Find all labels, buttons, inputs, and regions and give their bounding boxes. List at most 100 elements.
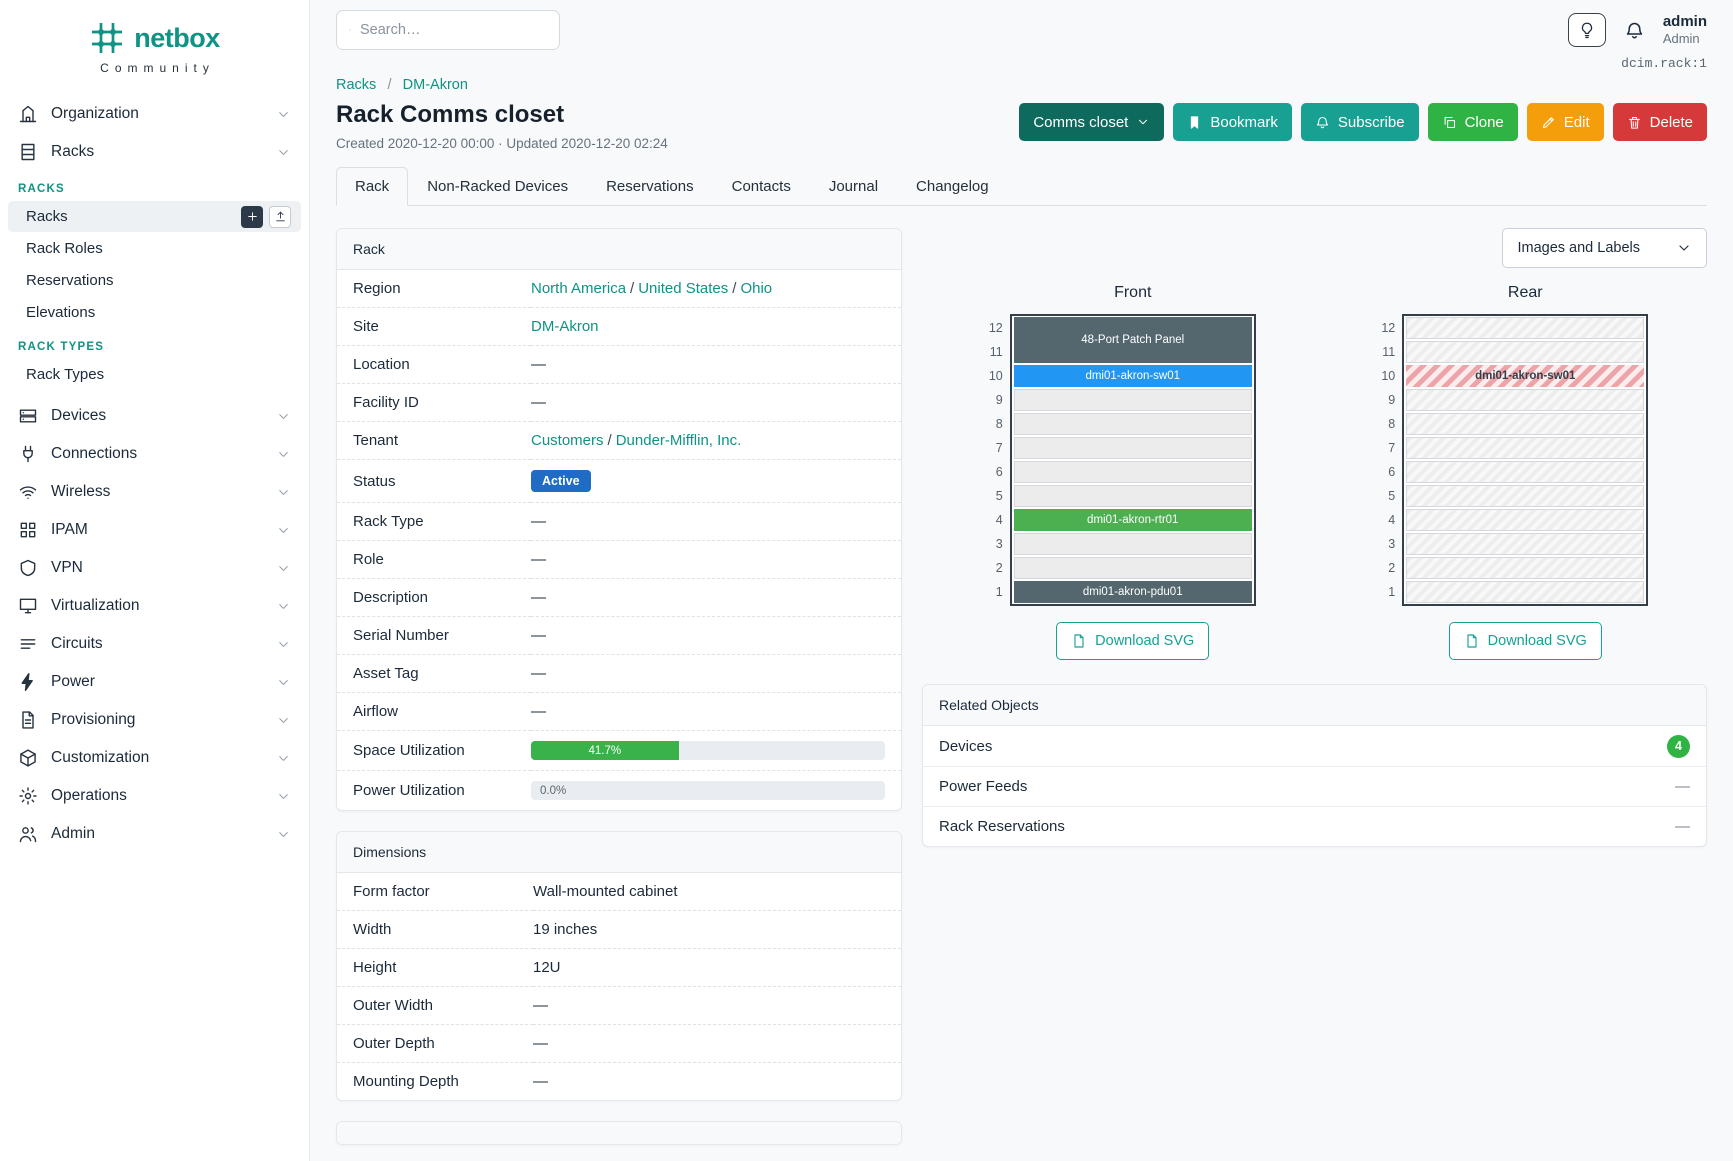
sidebar-item-wireless[interactable]: Wireless (0, 473, 309, 511)
breadcrumb-link-site[interactable]: DM-Akron (402, 77, 468, 93)
sidebar-item-provisioning[interactable]: Provisioning (0, 701, 309, 739)
sidebar-item-vpn[interactable]: VPN (0, 549, 309, 587)
region-link-0[interactable]: North America (531, 280, 627, 297)
field-row-outer-depth: Outer Depth — (337, 1024, 901, 1063)
tab-changelog[interactable]: Changelog (897, 167, 1008, 206)
user-menu[interactable]: admin Admin (1663, 13, 1707, 48)
provisioning-icon (22, 711, 34, 729)
empty-rack-unit[interactable] (1406, 485, 1645, 507)
images-labels-select[interactable]: Images and Labels (1502, 228, 1707, 268)
sidebar-subitem-elevations[interactable]: Elevations (8, 297, 301, 328)
sidebar-item-devices[interactable]: Devices (0, 397, 309, 435)
tab-non-racked-devices[interactable]: Non-Racked Devices (408, 167, 587, 206)
empty-rack-unit[interactable] (1406, 461, 1645, 483)
sidebar-item-connections[interactable]: Connections (0, 435, 309, 473)
empty-rack-unit[interactable] (1013, 557, 1252, 579)
sidebar-item-label: Power (51, 673, 95, 690)
unit-number: 6 (995, 465, 1003, 479)
import-rack-button[interactable] (269, 205, 291, 228)
rack-device-dmi01-akron-sw01[interactable]: dmi01-akron-sw01 (1013, 365, 1252, 387)
sidebar-subitem-rack-roles[interactable]: Rack Roles (8, 233, 301, 264)
field-row-power-utilization: Power Utilization 0.0% (337, 770, 901, 811)
rack-device-dmi01-akron-pdu01[interactable]: dmi01-akron-pdu01 (1013, 581, 1252, 603)
rack-device-dmi01-akron-sw01[interactable]: dmi01-akron-sw01 (1406, 365, 1645, 387)
sidebar-item-virtualization[interactable]: Virtualization (0, 587, 309, 625)
empty-rack-unit[interactable] (1406, 509, 1645, 531)
empty-rack-unit[interactable] (1013, 389, 1252, 411)
sidebar-item-label: Racks (51, 143, 95, 160)
clone-label: Clone (1464, 113, 1504, 131)
bell-icon (1626, 22, 1643, 38)
tab-rack[interactable]: Rack (336, 167, 409, 206)
sidebar-item-ipam[interactable]: IPAM (0, 511, 309, 549)
add-rack-button[interactable] (241, 205, 263, 228)
bookmark-button[interactable]: Bookmark (1173, 103, 1292, 141)
empty-rack-unit[interactable] (1406, 341, 1645, 363)
tab-contacts[interactable]: Contacts (713, 167, 810, 206)
sidebar-subitem-reservations[interactable]: Reservations (8, 265, 301, 296)
rear-elevation-title: Rear (1507, 284, 1543, 301)
empty-rack-unit[interactable] (1013, 413, 1252, 435)
sidebar-subitem-label: Reservations (26, 272, 114, 289)
tab-journal[interactable]: Journal (810, 167, 897, 206)
empty-rack-unit[interactable] (1406, 581, 1645, 603)
sidebar-item-customization[interactable]: Customization (0, 739, 309, 777)
brand-name: netbox (134, 22, 220, 53)
rack-elevation-front: Front 12 11 10 9 8 7 6 5 4 3 2 1 48-Port Patch Pane… (981, 284, 1256, 660)
site-link[interactable]: DM-Akron (531, 318, 599, 335)
separator: / (607, 432, 612, 449)
sidebar-item-admin[interactable]: Admin (0, 815, 309, 853)
empty-rack-unit[interactable] (1406, 413, 1645, 435)
empty-rack-unit[interactable] (1013, 533, 1252, 555)
empty-rack-unit[interactable] (1406, 533, 1645, 555)
sidebar-item-organization[interactable]: Organization (0, 95, 309, 133)
download-svg-front-button[interactable]: Download SVG (1056, 622, 1210, 660)
breadcrumb-link-racks[interactable]: Racks (336, 77, 377, 93)
unit-number: 4 (1388, 513, 1396, 527)
rack-device-dmi01-akron-rtr01[interactable]: dmi01-akron-rtr01 (1013, 509, 1252, 531)
unit-number: 1 (1388, 585, 1396, 599)
empty-rack-unit[interactable] (1013, 461, 1252, 483)
empty-rack-unit[interactable] (1013, 485, 1252, 507)
tab-reservations[interactable]: Reservations (587, 167, 713, 206)
region-link-2[interactable]: Ohio (740, 280, 773, 297)
config-dropdown-button[interactable]: Comms closet (1019, 103, 1165, 141)
file-icon (1074, 634, 1084, 648)
field-label-form-factor: Form factor (353, 883, 430, 900)
field-label-outer-depth: Outer Depth (353, 1035, 435, 1052)
sidebar-item-racks[interactable]: Racks (0, 133, 309, 171)
sidebar-item-operations[interactable]: Operations (0, 777, 309, 815)
sidebar-item-circuits[interactable]: Circuits (0, 625, 309, 663)
edit-button[interactable]: Edit (1526, 103, 1604, 141)
sidebar-subitem-rack-types[interactable]: Rack Types (8, 359, 301, 390)
sidebar-subitem-racks[interactable]: Racks (8, 201, 301, 232)
serial-value: — (531, 627, 546, 644)
empty-rack-unit[interactable] (1406, 389, 1645, 411)
empty-rack-unit[interactable] (1013, 437, 1252, 459)
empty-rack-unit[interactable] (1406, 437, 1645, 459)
download-svg-rear-button[interactable]: Download SVG (1448, 622, 1602, 660)
clone-button[interactable]: Clone (1427, 103, 1518, 141)
empty-rack-unit[interactable] (1406, 557, 1645, 579)
related-power-feeds-row[interactable]: Power Feeds — (923, 766, 1706, 806)
description-value: — (531, 589, 546, 606)
unit-number: 7 (995, 441, 1003, 455)
notifications-button[interactable] (1624, 20, 1645, 41)
empty-rack-unit[interactable] (1406, 317, 1645, 339)
related-objects-card: Related Objects Devices 4 Power Feeds — … (922, 684, 1707, 847)
subscribe-button[interactable]: Subscribe (1300, 103, 1419, 141)
customization-icon (20, 749, 36, 767)
related-devices-row[interactable]: Devices 4 (923, 726, 1706, 766)
tenant-group-link[interactable]: Customers (531, 432, 604, 449)
related-rack-reservations-row[interactable]: Rack Reservations — (923, 806, 1706, 846)
region-link-1[interactable]: United States (638, 280, 729, 297)
copy-icon (1444, 116, 1455, 128)
theme-toggle-button[interactable] (1567, 13, 1606, 47)
tenant-link[interactable]: Dunder-Mifflin, Inc. (615, 432, 742, 449)
power-utilization-bar: 0.0% (531, 781, 885, 800)
search-input[interactable] (360, 22, 547, 38)
sidebar-item-power[interactable]: Power (0, 663, 309, 701)
rack-device-48-port-patch-panel[interactable]: 48-Port Patch Panel (1013, 317, 1252, 363)
netbox-logo[interactable]: netbox Community (0, 0, 309, 79)
delete-button[interactable]: Delete (1612, 103, 1707, 141)
